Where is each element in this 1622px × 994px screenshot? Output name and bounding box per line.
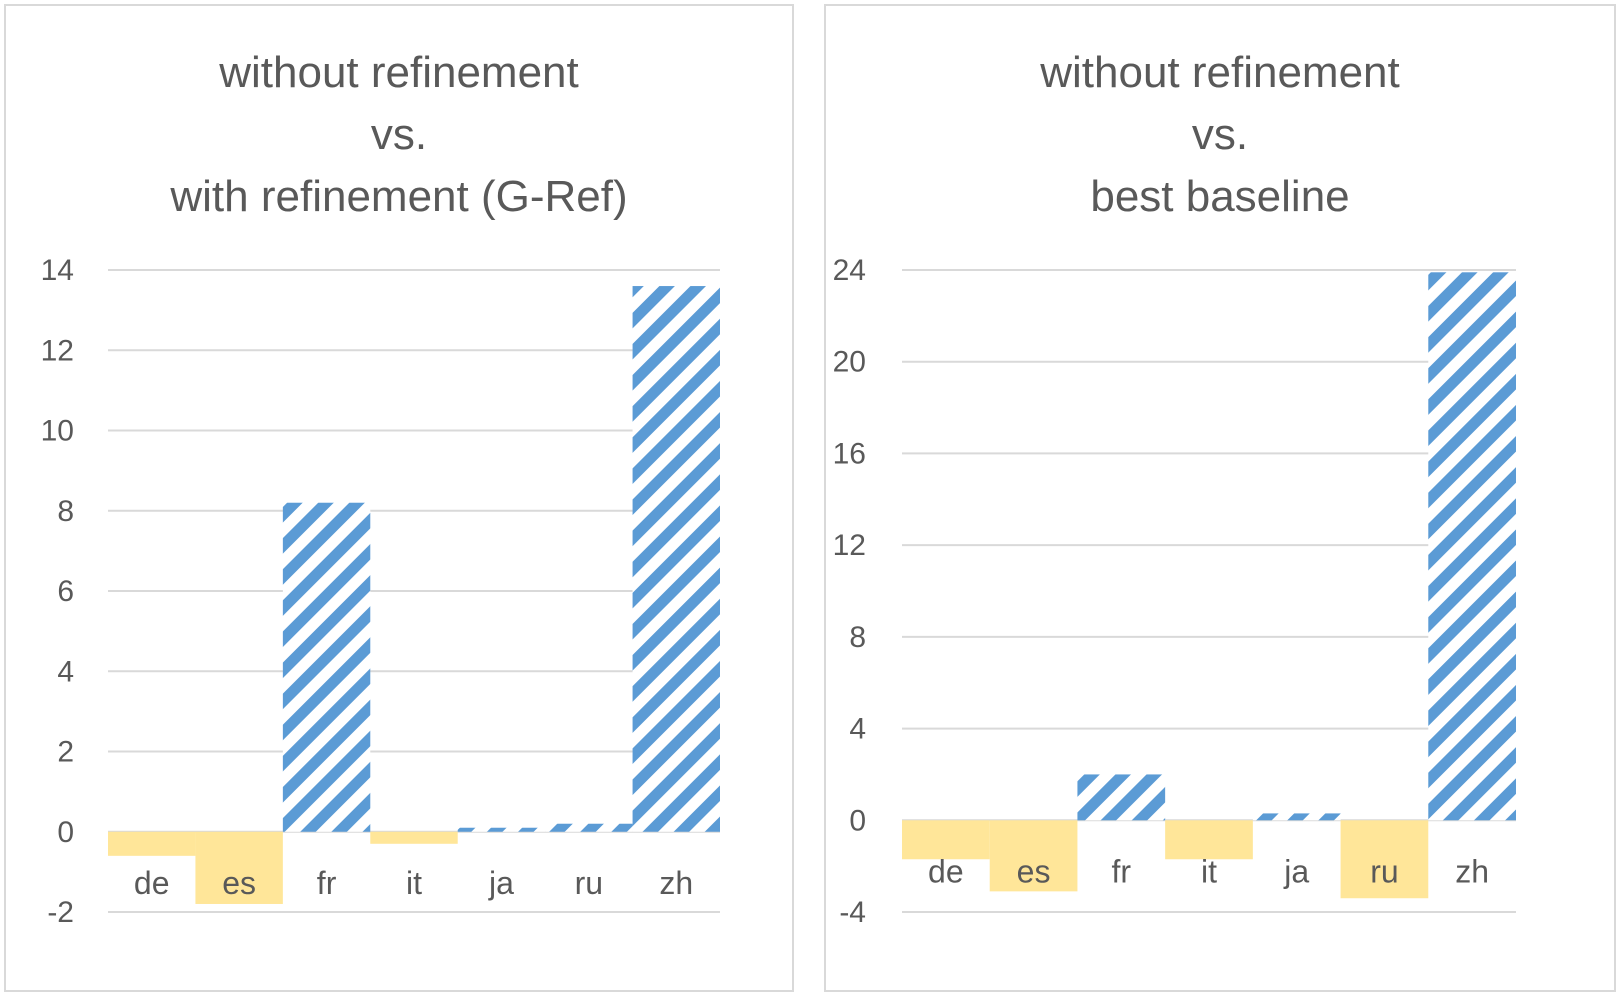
bar-es: [195, 831, 283, 904]
y-tick-label: 6: [57, 575, 74, 608]
x-category-label: zh: [659, 865, 693, 901]
y-tick-label: 16: [833, 437, 866, 470]
y-tick-label: -2: [47, 896, 74, 929]
y-tick-label: 4: [849, 713, 866, 746]
y-tick-label: 4: [57, 655, 74, 688]
x-category-label: zh: [1455, 853, 1489, 889]
chart-panel-baseline: without refinement vs. best baseline -4 0…: [824, 4, 1616, 992]
x-category-label: ru: [575, 865, 603, 901]
bar-chart-baseline: -4 0 4 8 12 16 20 24 de es fr it ja ru zh: [833, 254, 1516, 929]
x-category-label: es: [1017, 853, 1051, 889]
bar-ru: [1340, 820, 1429, 899]
x-category-label: it: [406, 865, 422, 901]
x-category-label: it: [1201, 853, 1217, 889]
bar-zh: [1428, 272, 1516, 821]
bar-es: [989, 820, 1078, 892]
chart-title: without refinement vs. best baseline: [826, 42, 1614, 228]
y-tick-label: 12: [41, 334, 74, 367]
chart-title-line-1: without refinement: [1040, 48, 1400, 97]
chart-title-line-2: vs.: [370, 110, 428, 159]
x-category-label: fr: [1112, 853, 1132, 889]
bar-ja: [457, 827, 546, 832]
y-tick-label: 14: [41, 254, 74, 287]
chart-title-line-2: vs.: [1191, 110, 1249, 159]
y-tick-label: 24: [833, 254, 866, 287]
x-category-label: ja: [1283, 853, 1309, 889]
x-category-label: ja: [488, 865, 514, 901]
y-tick-label: 12: [833, 529, 866, 562]
bar-de: [902, 820, 990, 860]
x-category-label: fr: [317, 865, 337, 901]
y-tick-label: 2: [57, 736, 74, 769]
y-tick-label: 8: [849, 621, 866, 654]
bar-chart-refinement: -2 0 2 4 6 8 10 12 14 de es fr it ja ru zh: [41, 254, 720, 929]
bar-zh: [632, 286, 720, 832]
y-tick-label: 0: [57, 816, 74, 849]
x-category-label: ru: [1370, 853, 1398, 889]
x-category-label: es: [222, 865, 256, 901]
y-tick-label: 10: [41, 415, 74, 448]
bar-ru: [545, 823, 633, 832]
bar-ja: [1252, 813, 1341, 821]
y-tick-label: 20: [833, 346, 866, 379]
x-category-label: de: [134, 865, 170, 901]
chart-panel-refinement: without refinement vs. with refinement (…: [4, 4, 794, 992]
bar-fr: [282, 502, 371, 832]
bar-it: [370, 831, 458, 844]
y-tick-label: -4: [839, 896, 866, 929]
y-tick-label: 0: [849, 804, 866, 837]
bar-fr: [1077, 774, 1166, 821]
bar-de: [108, 831, 196, 856]
chart-title: without refinement vs. with refinement (…: [6, 42, 792, 228]
chart-title-line-3: with refinement (G-Ref): [170, 172, 628, 221]
bar-it: [1165, 820, 1253, 860]
y-tick-label: 8: [57, 495, 74, 528]
chart-title-line-1: without refinement: [219, 48, 579, 97]
chart-title-line-3: best baseline: [1090, 172, 1350, 221]
x-category-label: de: [928, 853, 964, 889]
